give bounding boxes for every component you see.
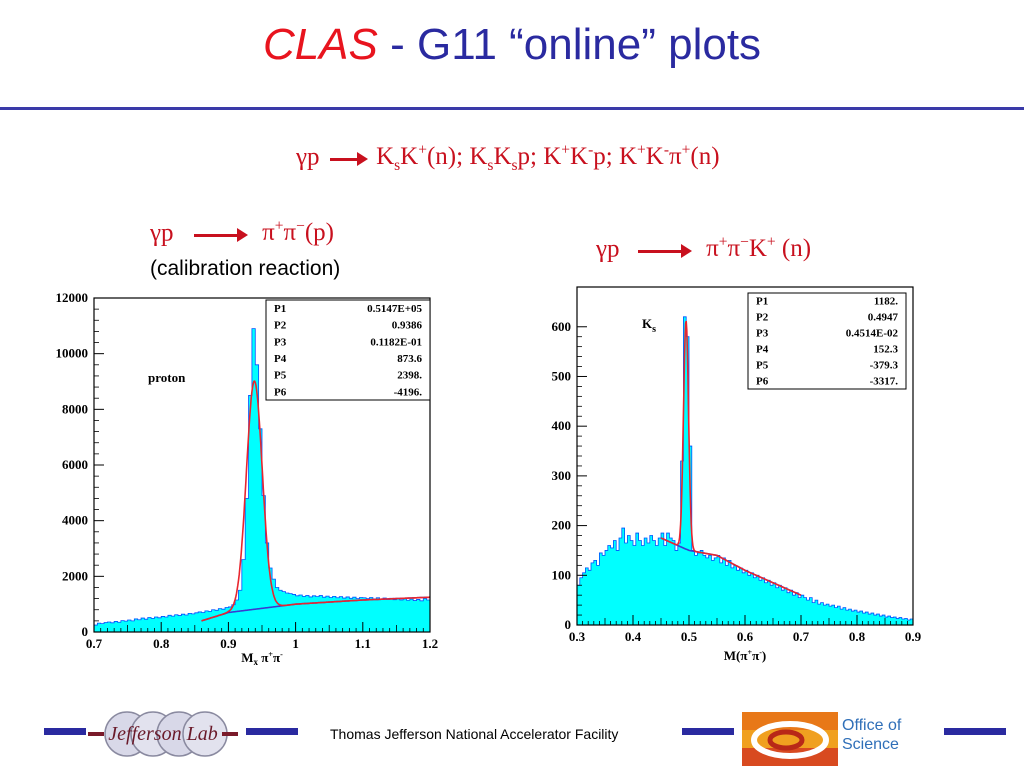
x-tick-label: 0.7 xyxy=(86,636,103,651)
y-tick-label: 12000 xyxy=(56,290,89,305)
footer-bar-mid-right xyxy=(682,728,734,735)
y-tick-label: 600 xyxy=(552,319,572,334)
x-tick-label: 0.9 xyxy=(905,629,922,644)
reaction-left-lhs: γp xyxy=(150,219,174,247)
chart-1: 0.7 0.8 0.9 1 1.1 1.2 0 2000 4000 6000 8000 10000 12… xyxy=(56,290,439,667)
reaction-right: γp π+π−K+ (n) xyxy=(596,234,811,263)
x-tick-label: 0.9 xyxy=(220,636,237,651)
calibration-note: (calibration reaction) xyxy=(150,257,341,280)
fit-param-value: -4196. xyxy=(394,386,423,398)
jefferson-lab-logo-icon xyxy=(88,711,238,757)
x-tick-label: 0.8 xyxy=(153,636,170,651)
footer-facility-name: Thomas Jefferson National Accelerator Fa… xyxy=(330,726,619,742)
reaction-top-lhs: γp xyxy=(296,143,320,171)
peak-annotation: proton xyxy=(148,370,186,385)
fit-param-value: 152.3 xyxy=(873,344,898,356)
reaction-top: γp KsK+(n); KsKsp; K+K-p; K+K-π+(n) xyxy=(296,142,720,175)
reaction-right-rhs: π+π−K+ (n) xyxy=(706,234,812,263)
fit-param-value: -3317. xyxy=(870,376,899,388)
title-dash: - xyxy=(390,20,405,69)
title-clas: CLAS xyxy=(262,20,378,69)
y-tick-label: 6000 xyxy=(62,457,88,472)
reaction-left: γp π+π−(p) xyxy=(150,218,334,247)
y-tick-label: 2000 xyxy=(62,568,88,583)
histogram-bars xyxy=(93,328,431,633)
y-tick-label: 500 xyxy=(552,368,572,383)
fit-parameters-box xyxy=(265,299,431,401)
fit-param-name: P2 xyxy=(756,312,769,324)
arrow-icon xyxy=(329,149,368,169)
x-tick-label: 1 xyxy=(292,636,299,651)
reaction-right-lhs: γp xyxy=(596,235,620,263)
x-tick-label: 0.5 xyxy=(681,629,698,644)
doe-logo-icon xyxy=(742,712,838,766)
y-tick-label: 0 xyxy=(565,617,572,632)
x-tick-label: 0.7 xyxy=(793,629,810,644)
page-title: CLAS - G11 “online” plots xyxy=(0,20,1024,70)
fit-param-value: 0.1182E-01 xyxy=(370,336,422,348)
fit-param-value: 1182. xyxy=(874,296,898,308)
y-tick-label: 10000 xyxy=(56,346,89,361)
x-tick-label: 0.3 xyxy=(569,629,586,644)
fit-param-value: 0.9386 xyxy=(392,320,423,332)
chart-2: 0.3 0.4 0.5 0.6 0.7 0.8 0.9 0 100 200 300 400 500 600… xyxy=(552,286,922,663)
fit-param-name: P4 xyxy=(756,344,769,356)
footer-bar-left xyxy=(44,728,86,735)
signal-fit-line xyxy=(660,320,802,596)
office-of-science-text: Office of Science xyxy=(842,716,901,754)
reaction-left-rhs: π+π−(p) xyxy=(262,218,334,247)
y-tick-label: 8000 xyxy=(62,401,88,416)
x-tick-label: 0.4 xyxy=(625,629,642,644)
y-tick-label: 200 xyxy=(552,518,572,533)
footer-bar-mid-left xyxy=(246,728,298,735)
y-tick-label: 0 xyxy=(82,624,89,639)
office-line-2: Science xyxy=(842,736,899,753)
x-axis-label: M(π+π-) xyxy=(724,648,766,663)
title-divider xyxy=(0,107,1024,110)
title-rest: G11 “online” plots xyxy=(417,20,762,69)
fit-param-name: P2 xyxy=(274,320,287,332)
fit-param-name: P5 xyxy=(756,360,769,372)
y-tick-label: 4000 xyxy=(62,513,88,528)
fit-param-name: P4 xyxy=(274,353,287,365)
fit-param-name: P1 xyxy=(756,296,768,308)
arrow-icon xyxy=(193,225,248,245)
fit-param-value: 0.5147E+05 xyxy=(367,303,422,315)
fit-param-value: 0.4947 xyxy=(868,312,899,324)
x-axis-label: Mx π+π- xyxy=(241,650,283,667)
fit-param-name: P1 xyxy=(274,303,286,315)
fit-param-name: P5 xyxy=(274,370,287,382)
fit-parameters-box xyxy=(747,292,907,390)
fit-param-value: 2398. xyxy=(397,370,422,382)
fit-param-value: -379.3 xyxy=(870,360,899,372)
x-tick-label: 0.6 xyxy=(737,629,754,644)
y-tick-label: 300 xyxy=(552,468,572,483)
x-tick-label: 0.8 xyxy=(849,629,866,644)
x-tick-label: 1.1 xyxy=(355,636,371,651)
y-tick-label: 100 xyxy=(552,567,572,582)
y-tick-label: 400 xyxy=(552,418,572,433)
x-tick-label: 1.2 xyxy=(422,636,438,651)
fit-param-name: P3 xyxy=(274,336,287,348)
fit-param-name: P6 xyxy=(274,386,287,398)
reaction-top-rhs: KsK+(n); KsKsp; K+K-p; K+K-π+(n) xyxy=(376,142,720,175)
fit-param-value: 873.6 xyxy=(397,353,422,365)
signal-fit-line xyxy=(201,380,430,622)
fit-param-value: 0.4514E-02 xyxy=(846,328,899,340)
arrow-icon xyxy=(637,241,692,261)
jefferson-lab-logo-text: Jefferson Lab xyxy=(108,723,218,745)
fit-param-name: P6 xyxy=(756,376,769,388)
footer-bar-right xyxy=(944,728,1006,735)
fit-param-name: P3 xyxy=(756,328,769,340)
peak-annotation: Ks xyxy=(642,316,656,335)
office-line-1: Office of xyxy=(842,717,902,734)
